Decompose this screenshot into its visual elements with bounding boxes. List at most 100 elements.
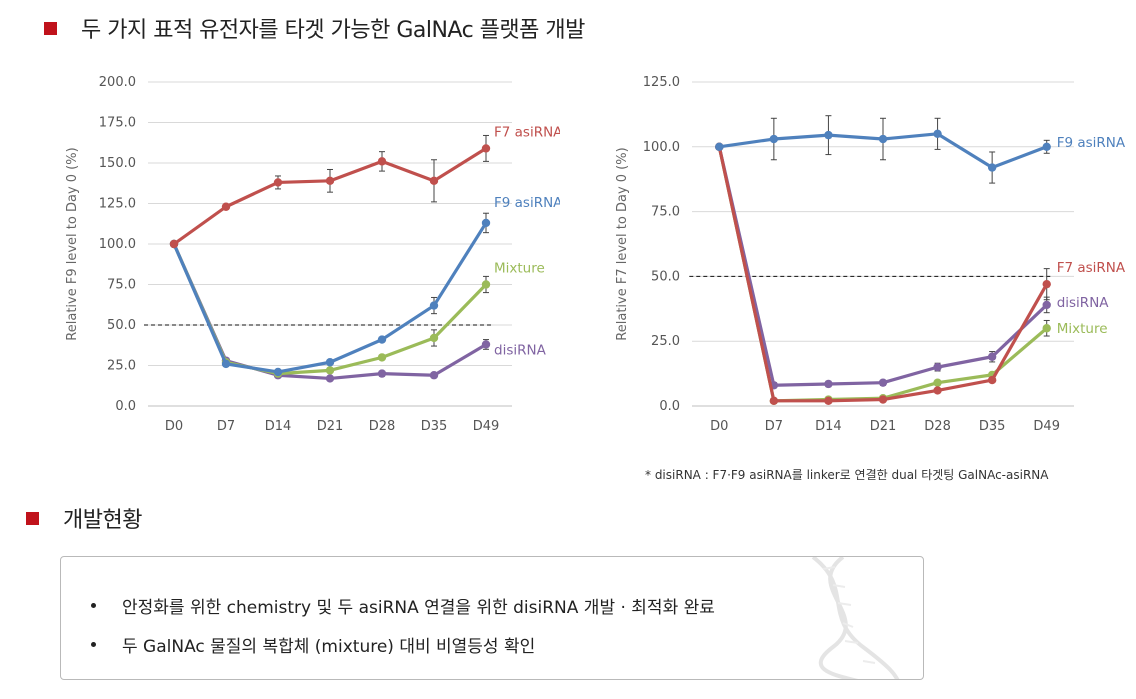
data-point	[429, 333, 439, 343]
y-tick-label: 100.0	[99, 237, 136, 252]
y-axis-label: Relative F9 level to Day 0 (%)	[65, 147, 80, 340]
y-tick-label: 25.0	[107, 359, 136, 374]
y-tick-label: 50.0	[651, 269, 680, 284]
data-point	[878, 134, 888, 144]
y-tick-label: 125.0	[643, 75, 680, 90]
chart-footnote: * disiRNA : F7·F9 asiRNA를 linker로 연결한 du…	[645, 468, 1049, 482]
list-item: 두 GalNAc 물질의 복합체 (mixture) 대비 비열등성 확인	[91, 632, 715, 657]
series-label: F7 asiRNA	[1057, 260, 1126, 276]
list-item: 안정화를 위한 chemistry 및 두 asiRNA 연결을 위한 disi…	[91, 593, 715, 618]
series-label: F9 asiRNA	[494, 195, 560, 211]
x-tick-label: D28	[369, 419, 396, 434]
series-f9-asirna	[169, 212, 491, 377]
y-tick-label: 100.0	[643, 140, 680, 155]
data-point	[481, 340, 491, 349]
x-tick-label: D0	[710, 419, 728, 434]
data-point	[987, 375, 997, 385]
data-point	[221, 202, 231, 211]
series-label: disiRNA	[1057, 295, 1110, 311]
x-tick-label: D28	[924, 419, 951, 434]
y-tick-label: 175.0	[99, 116, 136, 131]
y-tick-label: 125.0	[99, 197, 136, 212]
series-disirna	[715, 142, 1051, 390]
data-point	[429, 301, 439, 310]
data-point	[325, 176, 335, 186]
section-header-platform: 두 가지 표적 유전자를 타겟 가능한 GalNAc 플랫폼 개발	[44, 12, 585, 44]
data-point	[824, 379, 833, 389]
data-point	[325, 358, 335, 367]
data-point	[377, 353, 387, 362]
status-box: 안정화를 위한 chemistry 및 두 asiRNA 연결을 위한 disi…	[60, 556, 924, 680]
data-point	[1042, 324, 1051, 333]
series-label: F7 asiRNA	[494, 124, 560, 140]
x-tick-label: D49	[1033, 419, 1060, 434]
data-point	[273, 367, 283, 377]
y-tick-label: 75.0	[107, 278, 136, 293]
section-header-status: 개발현황	[26, 502, 142, 534]
series-label: F9 asiRNA	[1057, 135, 1126, 151]
page-title: 두 가지 표적 유전자를 타겟 가능한 GalNAc 플랫폼 개발	[81, 18, 585, 43]
list-item-text: 두 GalNAc 물질의 복합체 (mixture) 대비 비열등성 확인	[122, 637, 536, 657]
y-tick-label: 75.0	[651, 205, 680, 220]
data-point	[273, 178, 283, 187]
list-item-text: 안정화를 위한 chemistry 및 두 asiRNA 연결을 위한 disi…	[122, 598, 715, 618]
x-tick-label: D35	[979, 419, 1006, 434]
data-point	[429, 371, 439, 380]
y-tick-label: 25.0	[651, 334, 680, 349]
data-point	[377, 335, 387, 344]
y-tick-label: 200.0	[99, 75, 136, 90]
data-point	[715, 142, 724, 151]
x-tick-label: D14	[265, 419, 292, 434]
data-point	[325, 366, 335, 375]
data-point	[987, 352, 997, 361]
data-point	[769, 134, 779, 144]
x-tick-label: D49	[473, 419, 500, 434]
data-point	[878, 395, 888, 404]
bullet-icon	[91, 642, 96, 647]
series-mixture	[169, 239, 491, 378]
data-point	[933, 386, 942, 395]
bullet-icon	[91, 603, 96, 608]
series-label: Mixture	[494, 261, 545, 277]
data-point	[933, 362, 942, 372]
data-point	[429, 176, 439, 186]
data-point	[824, 396, 833, 406]
status-title: 개발현황	[63, 508, 142, 533]
data-point	[824, 130, 833, 140]
y-tick-label: 50.0	[107, 318, 136, 333]
data-point	[1042, 279, 1051, 289]
dna-helix-icon	[811, 557, 900, 679]
data-point	[377, 369, 387, 378]
series-line	[717, 146, 1048, 387]
x-tick-label: D35	[421, 419, 448, 434]
x-tick-label: D7	[765, 419, 783, 434]
data-point	[377, 157, 387, 166]
x-tick-label: D21	[317, 419, 344, 434]
series-f7-asirna	[169, 134, 491, 249]
y-tick-label: 150.0	[99, 156, 136, 171]
series-f9-asirna	[715, 115, 1051, 184]
status-list: 안정화를 위한 chemistry 및 두 asiRNA 연결을 위한 disi…	[91, 593, 715, 671]
series-label: Mixture	[1057, 321, 1108, 337]
data-point	[987, 163, 997, 172]
data-point	[325, 374, 335, 383]
data-point	[933, 378, 942, 387]
data-point	[1042, 142, 1051, 151]
chart-f7-level: 0.0 25.0 50.0 75.0 100.0 125.0 D0 D7 D14 D21 D28 D3…	[615, 75, 1126, 434]
x-tick-label: D7	[217, 419, 235, 434]
y-tick-label: 0.0	[659, 399, 680, 414]
data-point	[481, 218, 491, 228]
red-square-icon	[44, 21, 57, 35]
red-square-icon	[26, 511, 39, 525]
data-point	[169, 239, 179, 249]
y-tick-label: 0.0	[115, 399, 136, 414]
data-point	[1042, 300, 1051, 310]
chart-f9-level: 0.0 25.0 50.0 75.0 100.0 125.0 150.0 175.0 200.0…	[65, 75, 560, 434]
data-point	[481, 280, 491, 289]
data-point	[769, 396, 779, 406]
data-point	[933, 129, 942, 139]
series-line	[172, 222, 488, 374]
series-f7-asirna	[715, 142, 1051, 406]
data-point	[878, 378, 888, 387]
x-tick-label: D14	[815, 419, 842, 434]
